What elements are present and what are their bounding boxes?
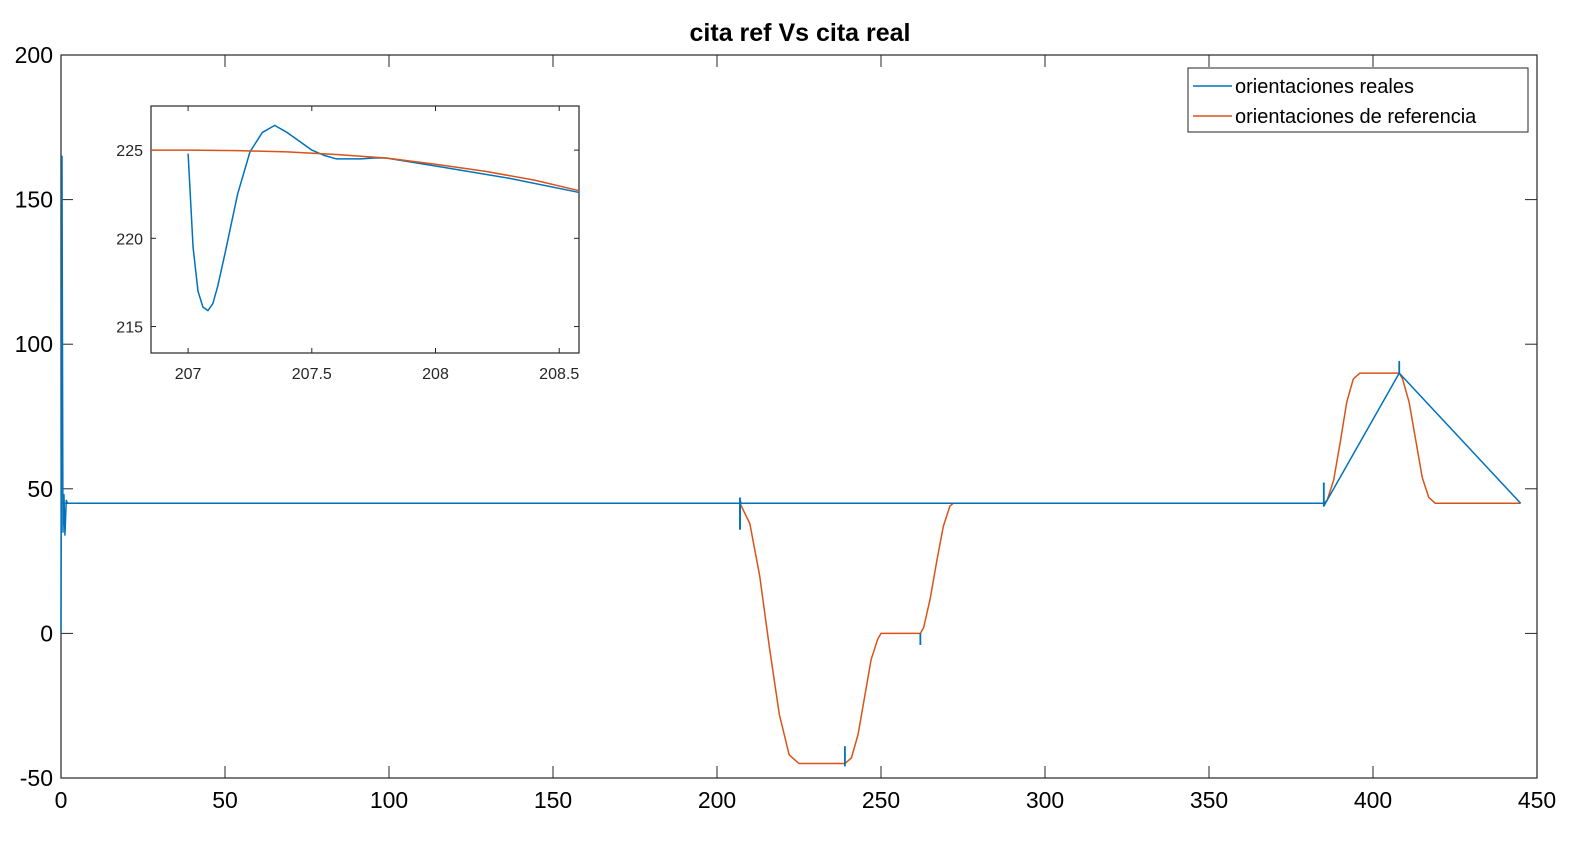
inset-x-tick-label: 208	[422, 366, 449, 383]
inset-x-axis: 207 207.5 208 208.5	[175, 106, 579, 383]
main-x-tick-label: 150	[534, 787, 572, 813]
main-series-a	[61, 372, 1521, 765]
inset-y-tick-label: 225	[116, 143, 143, 160]
main-y-tick-label: -50	[20, 765, 53, 791]
main-y-tick-label: 100	[15, 331, 53, 357]
main-y-axis: -50 0 50 100 150 200	[15, 42, 1537, 791]
main-x-tick-label: 250	[862, 787, 900, 813]
chart-title: cita ref Vs cita real	[690, 19, 911, 47]
main-y-tick-label: 150	[15, 187, 53, 213]
inset-x-tick-label: 208.5	[539, 366, 579, 383]
main-x-tick-label: 450	[1518, 787, 1556, 813]
main-x-axis: 0 50 100 150 200 250 300 350 400 450	[55, 55, 1556, 813]
main-y-tick-label: 50	[27, 476, 53, 502]
main-y-tick-label: 200	[15, 42, 53, 68]
inset-series-b	[151, 149, 580, 192]
main-x-tick-label: 0	[55, 787, 68, 813]
inset-x-tick-label: 207	[175, 366, 202, 383]
main-series	[60, 155, 1522, 767]
inset-plot-frame	[150, 105, 580, 354]
main-x-tick-label: 350	[1190, 787, 1228, 813]
inset-y-tick-label: 220	[116, 231, 143, 248]
main-x-tick-label: 100	[370, 787, 408, 813]
inset-plot: 207 207.5 208 208.5 215 220 225	[116, 105, 580, 383]
main-x-tick-label: 400	[1354, 787, 1392, 813]
legend-label-referencia: orientaciones de referencia	[1235, 106, 1477, 128]
main-x-tick-label: 200	[698, 787, 736, 813]
legend-label-reales: orientaciones reales	[1235, 76, 1414, 98]
inset-x-tick-label: 207.5	[292, 366, 332, 383]
inset-y-axis: 215 220 225	[116, 143, 579, 337]
main-y-tick-label: 0	[40, 620, 53, 646]
inset-series	[151, 124, 580, 312]
legend: orientaciones reales orientaciones de re…	[1187, 67, 1529, 133]
legend-box	[1187, 67, 1529, 133]
main-x-tick-label: 300	[1026, 787, 1064, 813]
main-x-tick-label: 50	[212, 787, 238, 813]
inset-y-tick-label: 215	[116, 320, 143, 337]
